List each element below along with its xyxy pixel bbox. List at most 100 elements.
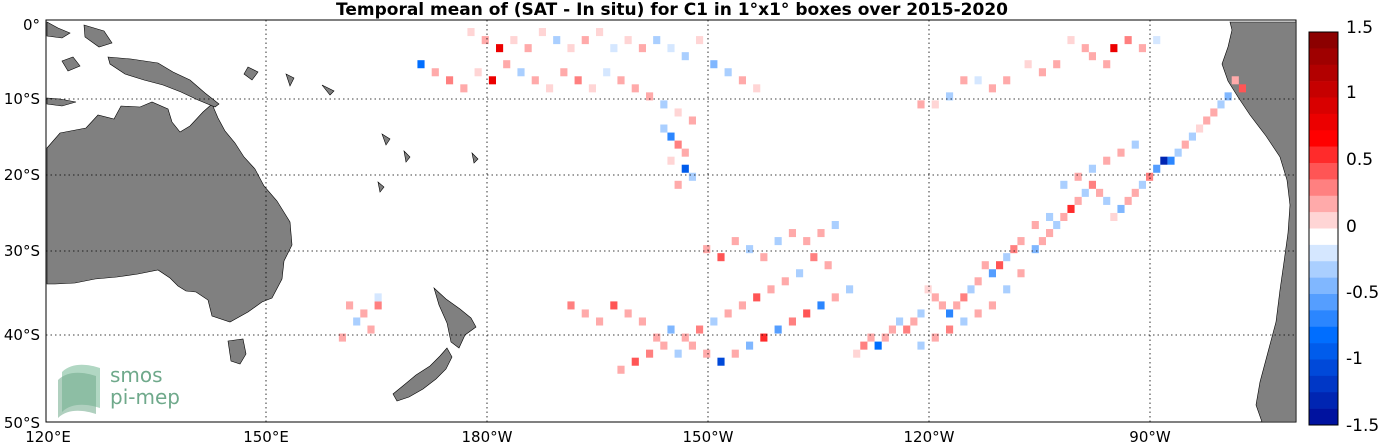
data-cell — [817, 301, 825, 310]
colorbar-swatch — [1309, 97, 1338, 115]
colorbar-swatch — [1309, 130, 1338, 147]
colorbar-swatch — [1309, 326, 1338, 344]
data-cell — [853, 349, 861, 358]
data-cell — [888, 325, 896, 334]
data-cell — [660, 124, 668, 133]
data-cell — [1117, 204, 1125, 213]
x-tick-label: 120°W — [904, 428, 955, 446]
data-cell — [1160, 156, 1168, 165]
data-cell — [553, 36, 561, 45]
data-cell — [931, 333, 939, 342]
colorbar-swatch — [1309, 408, 1338, 426]
colorbar-swatch — [1309, 228, 1338, 246]
data-cell — [1074, 196, 1082, 205]
data-cell — [1010, 245, 1018, 254]
data-cell — [810, 253, 818, 262]
data-cell — [874, 341, 882, 350]
data-cell — [974, 76, 982, 85]
data-cell — [567, 301, 575, 310]
data-cell — [967, 285, 975, 294]
data-cell — [1138, 180, 1146, 189]
colorbar-tick-label: 0 — [1346, 217, 1357, 237]
data-cell — [974, 309, 982, 318]
data-cell — [738, 301, 746, 310]
data-cell — [467, 28, 475, 37]
data-cell — [1217, 100, 1225, 109]
data-cell — [417, 60, 425, 69]
colorbar-tick-label: -1 — [1346, 349, 1363, 369]
x-tick-label: 150°W — [683, 428, 734, 446]
y-tick-label: 10°S — [4, 90, 40, 108]
data-cell — [496, 44, 504, 53]
data-cell — [696, 325, 704, 334]
data-cell — [1131, 188, 1139, 197]
data-cell — [1167, 156, 1175, 165]
data-cell — [881, 333, 889, 342]
data-cell — [667, 156, 675, 165]
x-axis-ticks: 120°E 150°E 180°W 150°W 120°W 90°W — [25, 428, 1171, 446]
data-cell — [688, 341, 696, 350]
data-cell — [503, 60, 511, 69]
data-cell — [688, 172, 696, 181]
data-cell — [1067, 204, 1075, 213]
data-cell — [831, 293, 839, 302]
colorbar-swatch — [1309, 261, 1338, 278]
data-cell — [446, 76, 454, 85]
data-cell — [1210, 108, 1218, 117]
data-cell — [846, 285, 854, 294]
data-cell — [760, 333, 768, 342]
landmass-tasmania — [227, 338, 247, 365]
data-cell — [681, 52, 689, 61]
y-tick-label: 50°S — [4, 414, 40, 432]
data-cell — [988, 84, 996, 93]
data-cell — [1181, 140, 1189, 149]
landmass-indonesia — [46, 21, 113, 107]
data-cell — [1231, 76, 1239, 85]
data-cell — [760, 253, 768, 262]
data-cell — [1110, 44, 1118, 53]
data-cell — [624, 36, 632, 45]
data-cell — [946, 309, 954, 318]
chart-title: Temporal mean of (SAT - In situ) for C1 … — [336, 0, 1008, 20]
data-cell — [731, 349, 739, 358]
data-cell — [674, 349, 682, 358]
data-cell — [460, 84, 468, 93]
data-cell — [674, 108, 682, 117]
data-cell — [1110, 212, 1118, 221]
data-cell — [931, 293, 939, 302]
data-cell — [660, 100, 668, 109]
data-cell — [431, 68, 439, 77]
data-cell — [1096, 188, 1104, 197]
colorbar-swatch — [1309, 375, 1338, 393]
data-cell — [1103, 60, 1111, 69]
data-cell — [917, 309, 925, 318]
landmass-south-america — [1221, 21, 1297, 423]
data-cell — [831, 221, 839, 230]
data-cell — [1074, 172, 1082, 181]
data-cell — [596, 28, 604, 37]
colorbar-swatch — [1309, 392, 1338, 409]
data-cell — [338, 333, 346, 342]
data-cell — [1117, 148, 1125, 157]
colorbar-tick-label: -1.5 — [1346, 416, 1379, 436]
data-cell — [660, 341, 668, 350]
data-cell — [724, 68, 732, 77]
data-cell — [524, 44, 532, 53]
data-cell — [1088, 52, 1096, 61]
data-cell — [867, 333, 875, 342]
data-cell — [774, 325, 782, 334]
colorbar-tick-label: -0.5 — [1346, 283, 1379, 303]
colorbar-frame — [1308, 31, 1339, 426]
data-cell — [581, 36, 589, 45]
data-cell — [1124, 196, 1132, 205]
data-cell — [1138, 44, 1146, 53]
data-cell — [1031, 221, 1039, 230]
data-cell — [696, 36, 704, 45]
data-cell — [638, 317, 646, 326]
data-cell — [917, 341, 925, 350]
data-cell — [538, 28, 546, 37]
data-cell — [746, 341, 754, 350]
data-cell — [1003, 253, 1011, 262]
data-cell — [1124, 36, 1132, 45]
map-plot-area: 120°E 150°E 180°W 150°W 120°W 90°W 0° 10… — [4, 16, 1297, 446]
